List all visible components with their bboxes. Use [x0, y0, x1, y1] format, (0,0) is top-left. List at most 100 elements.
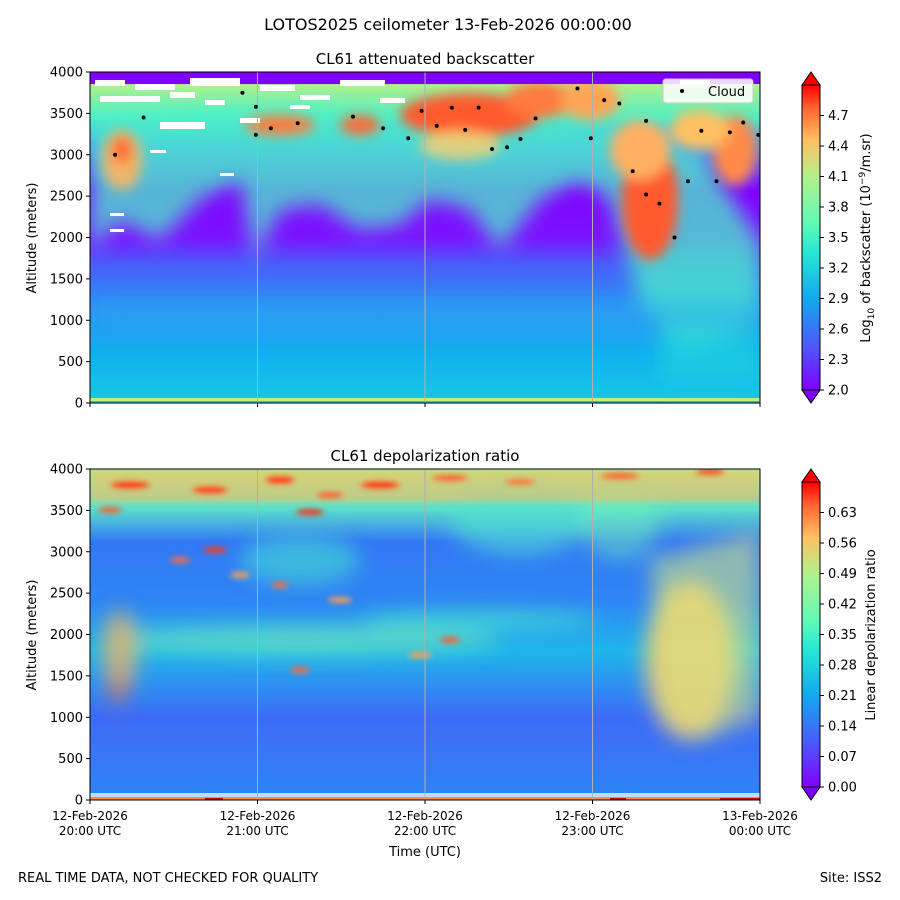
depolarization-colorbar-label: Linear depolarization ratio [864, 549, 879, 720]
cloud-point [113, 152, 118, 157]
colorbar-tick-label: 2.9 [828, 292, 849, 307]
colorbar-tick-label: 0.63 [828, 506, 857, 521]
x-tick-label-date: 12-Feb-2026 [220, 809, 296, 823]
x-tick-label-date: 12-Feb-2026 [52, 809, 128, 823]
y-tick-label: 1500 [50, 272, 83, 287]
x-tick-label-time: 22:00 UTC [394, 824, 456, 838]
backscatter-colorbar: 2.0 2.3 2.6 2.9 3.2 3.5 3.8 4.1 4.4 4.7 Log10 of … [801, 71, 877, 404]
y-tick-label: 3000 [50, 545, 83, 560]
cloud-point [449, 105, 454, 110]
cloud-point [657, 201, 662, 206]
cloud-point [268, 126, 273, 131]
colorbar-tick-label: 0.42 [828, 598, 857, 613]
cloud-point [253, 132, 258, 137]
y-tick-label: 2000 [50, 231, 83, 246]
y-tick-label: 1500 [50, 669, 83, 684]
cloud-point [434, 123, 439, 128]
cloud-points [113, 86, 761, 240]
backscatter-colorbar-label: Log10 of backscatter (10−9/m.sr) [858, 133, 877, 342]
cloud-legend: Cloud [662, 78, 754, 104]
cloud-point [714, 179, 719, 184]
x-tick-label-time: 00:00 UTC [729, 824, 791, 838]
colorbar-tick-label: 2.0 [828, 384, 849, 399]
y-tick-label: 3500 [50, 107, 83, 122]
colorbar-tick-label: 4.7 [828, 109, 849, 124]
colorbar-tick-label: 2.6 [828, 323, 849, 338]
y-tick-label: 2000 [50, 628, 83, 643]
cloud-point [295, 121, 300, 126]
y-tick-label: 4000 [50, 463, 83, 478]
cloud-point [419, 108, 424, 113]
y-tick-label: 2500 [50, 587, 83, 602]
depolarization-colorbar: 0.00 0.07 0.14 0.21 0.28 0.35 0.42 0.49 0.56 0.63… [801, 468, 879, 801]
cloud-point [699, 128, 704, 133]
y-tick-label: 1000 [50, 711, 83, 726]
backscatter-ylabel: Altitude (meters) [25, 183, 40, 294]
colorbar-tick-label: 4.1 [828, 170, 849, 185]
backscatter-panel: CL61 attenuated backscatter [25, 50, 877, 412]
colorbar-tick-label: 3.5 [828, 231, 849, 246]
cloud-point [253, 104, 258, 109]
colorbar-tick-label: 0.00 [828, 781, 857, 796]
y-tick-label: 0 [75, 794, 83, 809]
y-tick-label: 500 [58, 752, 83, 767]
y-tick-label: 1000 [50, 314, 83, 329]
x-tick-label-time: 23:00 UTC [561, 824, 623, 838]
x-tick-label-time: 20:00 UTC [59, 824, 121, 838]
legend-marker [680, 89, 684, 93]
cloud-point [630, 169, 635, 174]
colorbar-tick-label: 0.35 [828, 628, 857, 643]
cloud-point [350, 114, 355, 119]
backscatter-x-axis [89, 403, 761, 407]
cloud-point [685, 179, 690, 184]
depolarization-y-axis: 0 500 1000 1500 2000 2500 3000 3500 4000 [50, 463, 90, 809]
cloud-point [756, 132, 761, 137]
legend-label: Cloud [708, 85, 745, 100]
footer-quality-note: REAL TIME DATA, NOT CHECKED FOR QUALITY [18, 871, 318, 886]
depolarization-ylabel: Altitude (meters) [25, 580, 40, 691]
depolarization-title: CL61 depolarization ratio [331, 447, 520, 465]
cloud-point [406, 136, 411, 141]
depolarization-gridlines [257, 469, 593, 800]
cloud-point [490, 146, 494, 151]
cloud-point [617, 101, 622, 106]
colorbar-tick-label: 2.3 [828, 353, 849, 368]
cloud-point [727, 130, 732, 135]
cloud-point [672, 235, 677, 240]
figure-title: LOTOS2025 ceilometer 13-Feb-2026 00:00:0… [264, 15, 632, 34]
cloud-point [505, 145, 510, 150]
cloud-point [533, 116, 538, 121]
colorbar-tick-label: 4.4 [828, 140, 849, 155]
cloud-point [141, 115, 146, 120]
y-tick-label: 500 [58, 355, 83, 370]
backscatter-y-axis: 0 500 1000 1500 2000 2500 3000 3500 4000 [50, 66, 90, 412]
y-tick-label: 2500 [50, 190, 83, 205]
backscatter-gridlines [257, 72, 593, 403]
y-tick-label: 0 [75, 397, 83, 412]
colorbar-tick-label: 3.8 [828, 201, 849, 216]
colorbar-tick-label: 0.21 [828, 689, 857, 704]
depolarization-panel: CL61 depolarization ratio [25, 447, 879, 860]
footer-site: Site: ISS2 [820, 871, 882, 886]
x-tick-label-date: 12-Feb-2026 [387, 809, 463, 823]
cloud-point [644, 192, 649, 197]
y-tick-label: 3500 [50, 504, 83, 519]
colorbar-tick-label: 0.56 [828, 537, 857, 552]
cloud-point [644, 118, 649, 123]
x-tick-label-date: 12-Feb-2026 [555, 809, 631, 823]
cloud-point [381, 126, 386, 131]
x-tick-label-date: 13-Feb-2026 [722, 809, 798, 823]
cloud-point [575, 86, 580, 91]
y-tick-label: 3000 [50, 148, 83, 163]
colorbar-tick-label: 3.2 [828, 262, 849, 277]
backscatter-title: CL61 attenuated backscatter [316, 50, 535, 68]
y-tick-label: 4000 [50, 66, 83, 81]
cloud-point [588, 136, 593, 141]
cloud-point [463, 127, 468, 132]
cloud-point [240, 90, 245, 95]
colorbar-tick-label: 0.07 [828, 750, 857, 765]
colorbar-tick-label: 0.49 [828, 567, 857, 582]
cloud-point [476, 105, 481, 110]
